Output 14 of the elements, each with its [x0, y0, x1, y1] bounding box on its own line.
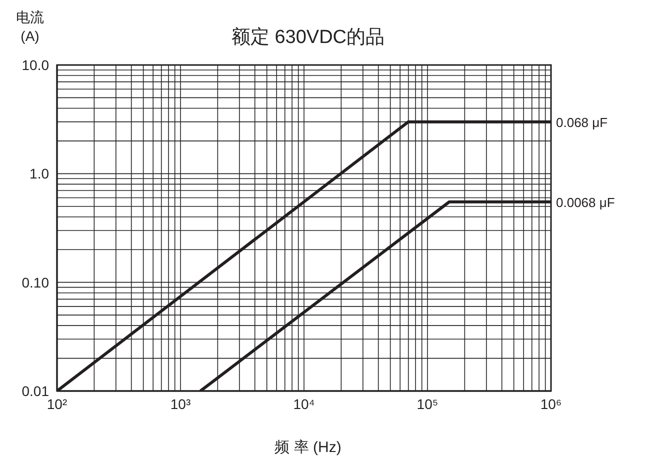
y-axis-title: 电流 (A): [15, 8, 45, 46]
y-tick-label: 0.01: [22, 382, 50, 399]
y-tick-label: 0.10: [22, 274, 50, 290]
chart-title: 额定 630VDC的品: [230, 26, 386, 50]
x-tick-label: 10⁴: [293, 396, 315, 412]
x-tick-label: 10³: [170, 396, 191, 412]
x-tick-label: 10⁶: [540, 396, 562, 412]
y-tick-label: 1.0: [30, 166, 50, 182]
x-tick-label: 10⁵: [416, 396, 438, 412]
series-label: 0.0068 μF: [556, 194, 615, 210]
x-axis-title: 频 率 (Hz): [274, 438, 342, 457]
y-tick-label: 10.0: [22, 56, 50, 73]
series-label: 0.068 μF: [556, 114, 608, 130]
x-tick-label: 10²: [46, 396, 68, 412]
